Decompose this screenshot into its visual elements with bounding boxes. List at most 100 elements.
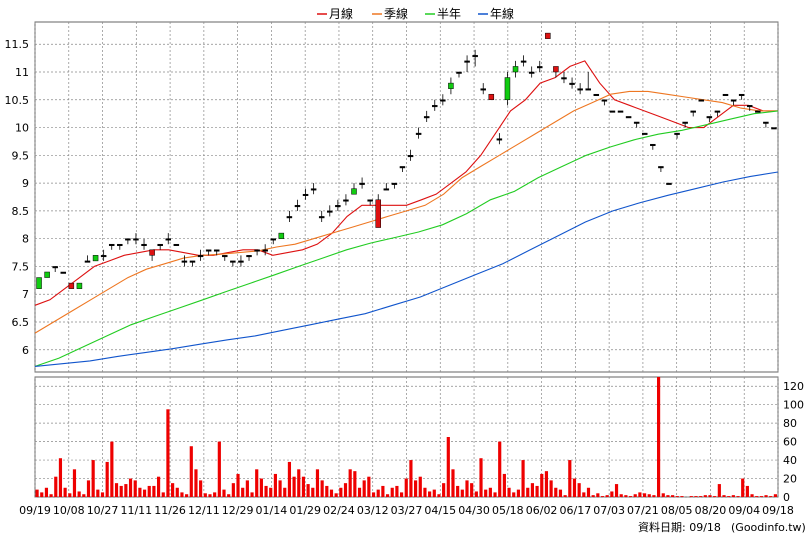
volume-bar: [722, 495, 726, 497]
volume-bar: [540, 473, 544, 497]
legend-label-2: 半年: [437, 7, 461, 21]
candle-body: [633, 121, 640, 124]
volume-bar: [199, 480, 203, 497]
volume-bar: [554, 487, 558, 497]
volume-bar: [91, 460, 95, 497]
candle-body: [181, 260, 188, 263]
volume-bar: [549, 480, 553, 497]
candle-body: [157, 243, 163, 246]
volume-bar: [759, 496, 763, 497]
volume-bar: [133, 480, 137, 497]
volume-bar: [58, 458, 63, 497]
volume-bar: [161, 492, 165, 497]
volume-bar: [231, 483, 235, 497]
volume-bar: [325, 485, 329, 497]
volume-bar: [582, 492, 586, 497]
volume-bar: [175, 487, 179, 497]
price-tick-label: 10.5: [5, 94, 30, 107]
x-tick-label: 03/12: [357, 504, 389, 517]
volume-bar: [530, 483, 535, 497]
candle-body: [108, 243, 115, 246]
volume-bar: [736, 496, 740, 497]
x-tick-label: 03/27: [391, 504, 423, 517]
volume-bar: [428, 491, 432, 497]
volume-bar: [526, 487, 530, 497]
volume-tick-label: 120: [783, 380, 804, 393]
volume-bar: [418, 476, 422, 497]
volume-bar: [432, 489, 436, 497]
candle-body: [746, 105, 753, 108]
legend-label-0: 月線: [329, 6, 353, 21]
volume-bar: [381, 485, 385, 497]
candle-body: [650, 143, 656, 146]
x-tick-label: 11/11: [120, 504, 152, 517]
volume-bar: [586, 487, 591, 497]
candle-body: [36, 277, 42, 289]
volume-bar: [142, 489, 147, 497]
volume-bar: [437, 494, 441, 497]
candle-body: [682, 121, 688, 124]
volume-tick-label: 80: [783, 417, 797, 430]
volume-bar: [371, 492, 376, 497]
volume-bar: [680, 496, 684, 497]
volume-bar: [362, 480, 366, 497]
volume-bar: [250, 492, 254, 497]
candle-body: [464, 60, 470, 63]
candle-body: [149, 249, 155, 256]
candle-body: [68, 282, 75, 289]
candle-body: [117, 243, 123, 246]
candle-body: [278, 232, 285, 239]
volume-bars: [35, 377, 777, 497]
volume-bar: [287, 461, 292, 497]
volume-bar: [35, 489, 39, 497]
candle-body: [407, 155, 414, 158]
price-tick-label: 11: [15, 66, 29, 79]
volume-bar: [512, 492, 516, 497]
volume-bar: [484, 489, 488, 497]
volume-bar: [334, 493, 338, 497]
volume-bar: [329, 489, 334, 497]
candle-body: [763, 121, 769, 124]
candle-body: [504, 77, 511, 101]
volume-bar: [49, 494, 53, 497]
volume-tick-label: 20: [783, 473, 797, 486]
candle-body: [246, 255, 252, 258]
volume-bar: [423, 487, 427, 497]
candle-body: [771, 127, 777, 130]
candle-body: [327, 210, 333, 213]
volume-bar: [703, 495, 707, 497]
candle-body: [391, 182, 398, 185]
volume-bar: [652, 495, 656, 497]
volume-bar: [694, 496, 698, 497]
candle-body: [545, 32, 551, 39]
footer-source: (Goodinfo.tw): [731, 521, 806, 534]
volume-bar: [255, 469, 259, 497]
x-tick-label: 10/27: [87, 504, 119, 517]
volume-bar: [642, 493, 647, 497]
price-tick-label: 10: [15, 122, 29, 135]
volume-bar: [208, 494, 212, 497]
volume-bar: [185, 494, 189, 497]
volume-bar: [68, 493, 72, 497]
volume-bar: [171, 483, 175, 497]
candle-body: [448, 82, 454, 89]
volume-bar: [203, 493, 207, 497]
volume-y-ticks: 0 20 40 60 80 100 120: [783, 380, 804, 504]
volume-bar: [442, 483, 446, 497]
volume-bar: [460, 489, 464, 497]
volume-bar: [717, 484, 721, 497]
volume-bar: [516, 489, 520, 497]
candle-body: [84, 260, 91, 263]
candle-body: [714, 110, 721, 113]
volume-bar: [502, 473, 506, 497]
candle-body: [302, 193, 309, 196]
price-tick-label: 6: [22, 344, 29, 357]
volume-bar: [638, 492, 642, 497]
volume-bar: [353, 471, 357, 497]
price-tick-label: 11.5: [5, 38, 30, 51]
candle-body: [254, 249, 260, 252]
x-tick-label: 09/18: [762, 504, 794, 517]
price-tick-label: 7.5: [12, 260, 30, 273]
volume-bar: [479, 458, 483, 497]
